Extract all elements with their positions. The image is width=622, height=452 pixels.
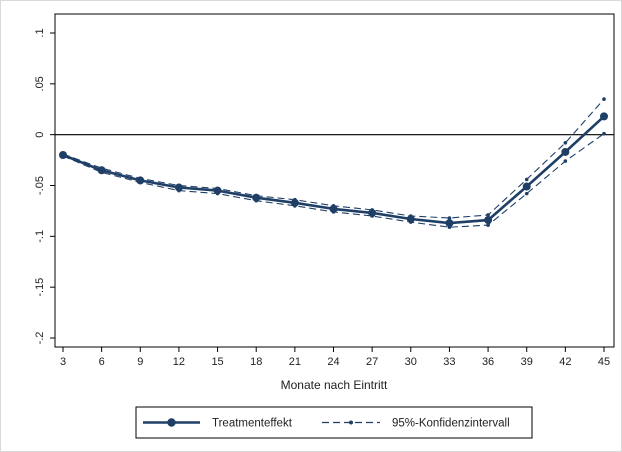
y-tick-label: -.1 bbox=[34, 230, 46, 243]
ci-lower-point bbox=[525, 192, 529, 196]
x-axis-title: Monate nach Eintritt bbox=[281, 378, 388, 392]
legend: Treatmenteffekt 95%-Konfidenzintervall bbox=[136, 407, 532, 438]
legend-swatch-marker bbox=[167, 418, 175, 426]
y-tick-label: .1 bbox=[34, 28, 46, 37]
treatment-effect-point bbox=[214, 187, 222, 195]
x-tick-label: 45 bbox=[598, 356, 610, 368]
treatment-effect-point bbox=[291, 199, 299, 207]
treatment-effect-point bbox=[252, 194, 260, 202]
treatment-effect-point bbox=[445, 219, 453, 227]
treatment-effect-point bbox=[98, 166, 106, 174]
x-tick-label: 15 bbox=[211, 356, 223, 368]
treatment-effect-point bbox=[523, 183, 531, 191]
x-tick-label: 12 bbox=[173, 356, 185, 368]
x-tick-label: 21 bbox=[289, 356, 301, 368]
legend-swatch-small-marker bbox=[349, 421, 353, 425]
x-tick-label: 24 bbox=[327, 356, 339, 368]
treatment-effect-point bbox=[600, 112, 608, 120]
treatment-effect-point bbox=[561, 148, 569, 156]
y-tick-label: -.2 bbox=[34, 332, 46, 345]
ci-upper-point bbox=[525, 178, 529, 182]
x-tick-label: 42 bbox=[559, 356, 571, 368]
x-tick-label: 3 bbox=[60, 356, 66, 368]
x-tick-label: 6 bbox=[99, 356, 105, 368]
ci-upper-point bbox=[564, 141, 568, 145]
y-tick-label: 0 bbox=[34, 132, 46, 138]
treatment-effect-point bbox=[59, 151, 67, 159]
treatment-effect-point bbox=[407, 215, 415, 223]
ci-upper-point bbox=[602, 97, 606, 101]
y-tick-label: -.15 bbox=[34, 278, 46, 297]
x-tick-label: 33 bbox=[443, 356, 455, 368]
treatment-effect-point bbox=[484, 216, 492, 224]
y-tick-label: .05 bbox=[34, 76, 46, 91]
legend-label-ci: 95%-Konfidenzintervall bbox=[392, 418, 510, 430]
x-tick-label: 18 bbox=[250, 356, 262, 368]
treatment-effect-point bbox=[175, 184, 183, 192]
ci-lower-point bbox=[564, 159, 568, 163]
legend-label-treatment: Treatmenteffekt bbox=[212, 418, 293, 430]
treatment-effect-point bbox=[330, 205, 338, 213]
y-tick-label: -.05 bbox=[34, 176, 46, 195]
x-tick-label: 30 bbox=[405, 356, 417, 368]
x-tick-label: 36 bbox=[482, 356, 494, 368]
ci-lower-point bbox=[602, 132, 606, 136]
x-tick-label: 39 bbox=[521, 356, 533, 368]
treatment-effect-point bbox=[368, 209, 376, 217]
x-tick-label: 9 bbox=[137, 356, 143, 368]
treatment-effect-point bbox=[136, 176, 144, 184]
x-tick-label: 27 bbox=[366, 356, 378, 368]
